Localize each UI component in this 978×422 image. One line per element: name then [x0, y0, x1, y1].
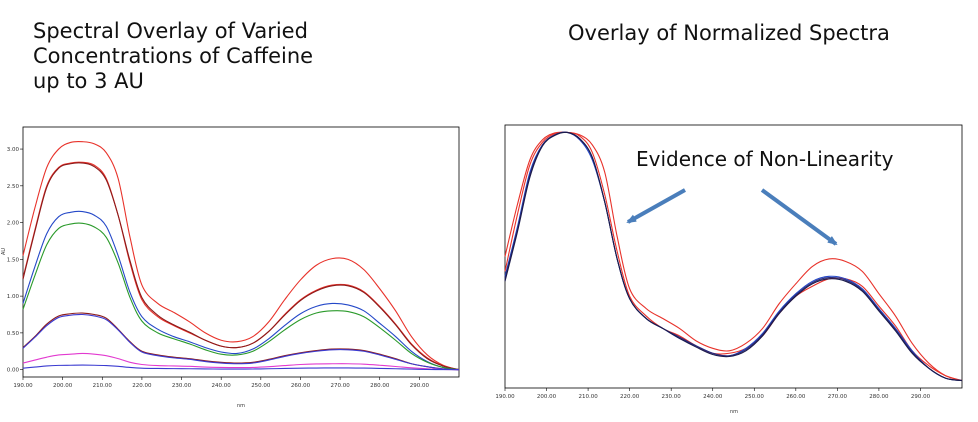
left-chart-title-line: Concentrations of Caffeine	[33, 44, 314, 68]
right-normalized-chart: 190.00 200.00 210.00 220.00 230.00 240.00 250.…	[495, 124, 963, 415]
left-x-tick-label: 280.00	[370, 383, 390, 389]
left-y-axis-label: AU	[1, 248, 7, 255]
left-chart-title-line: up to 3 AU	[33, 69, 144, 93]
left-series-line-9	[22, 364, 460, 371]
right-chart-title: Overlay of Normalized Spectra	[568, 21, 890, 45]
right-x-tick-label: 280.00	[869, 394, 889, 400]
left-x-tick-label: 210.00	[93, 383, 113, 389]
right-x-tick-label: 250.00	[745, 394, 765, 400]
right-x-tick-label: 290.00	[911, 394, 931, 400]
left-x-tick-label: 190.00	[13, 383, 33, 389]
left-x-tick-label: 200.00	[53, 383, 73, 389]
left-plot-frame	[22, 126, 460, 378]
right-plot-frame	[504, 124, 963, 389]
left-chart-title-line: Spectral Overlay of Varied	[33, 19, 308, 43]
right-x-tick-label: 240.00	[703, 394, 723, 400]
arrow-right-annotation	[760, 188, 838, 246]
non-linearity-annotation: Evidence of Non-Linearity	[636, 147, 894, 171]
left-series-line-8	[22, 352, 460, 371]
right-x-tick-label: 260.00	[786, 394, 806, 400]
left-y-tick-label: 2.00	[7, 221, 20, 227]
left-x-tick-label: 290.00	[410, 383, 430, 389]
right-x-tick-label: 220.00	[620, 394, 640, 400]
left-x-axis-label: nm	[237, 403, 245, 409]
left-series-line-6	[22, 312, 460, 371]
left-series-line-1	[22, 140, 460, 371]
right-x-tick-label: 230.00	[662, 394, 682, 400]
left-chart-title: Spectral Overlay of Varied Concentration…	[33, 19, 313, 94]
left-series-line-4	[22, 210, 460, 371]
right-x-tick-label: 190.00	[495, 394, 515, 400]
right-series-line-5	[504, 131, 963, 382]
left-series-line-7	[22, 313, 460, 371]
left-y-tick-label: 3.00	[7, 147, 20, 153]
left-x-tick-label: 270.00	[330, 383, 350, 389]
left-x-tick-label: 220.00	[132, 383, 152, 389]
left-series-line-3	[22, 162, 460, 371]
left-y-tick-label: 0.00	[7, 368, 20, 374]
left-y-tick-label: 0.50	[7, 331, 20, 337]
left-spectral-chart: 190.00 200.00 210.00 220.00 230.00 240.00 250.…	[1, 126, 460, 409]
right-x-tick-label: 200.00	[537, 394, 557, 400]
arrow-left-annotation	[626, 188, 686, 224]
left-x-tick-label: 250.00	[251, 383, 271, 389]
left-x-tick-label: 230.00	[172, 383, 192, 389]
left-x-tick-label: 260.00	[291, 383, 311, 389]
left-x-tick-label: 240.00	[212, 383, 232, 389]
left-y-tick-label: 1.50	[7, 257, 20, 263]
left-y-tick-label: 1.00	[7, 294, 20, 300]
left-series-line-5	[22, 222, 460, 371]
left-y-tick-label: 2.50	[7, 184, 20, 190]
right-x-tick-label: 210.00	[578, 394, 598, 400]
right-x-axis-label: nm	[730, 409, 738, 415]
right-x-tick-label: 270.00	[828, 394, 848, 400]
